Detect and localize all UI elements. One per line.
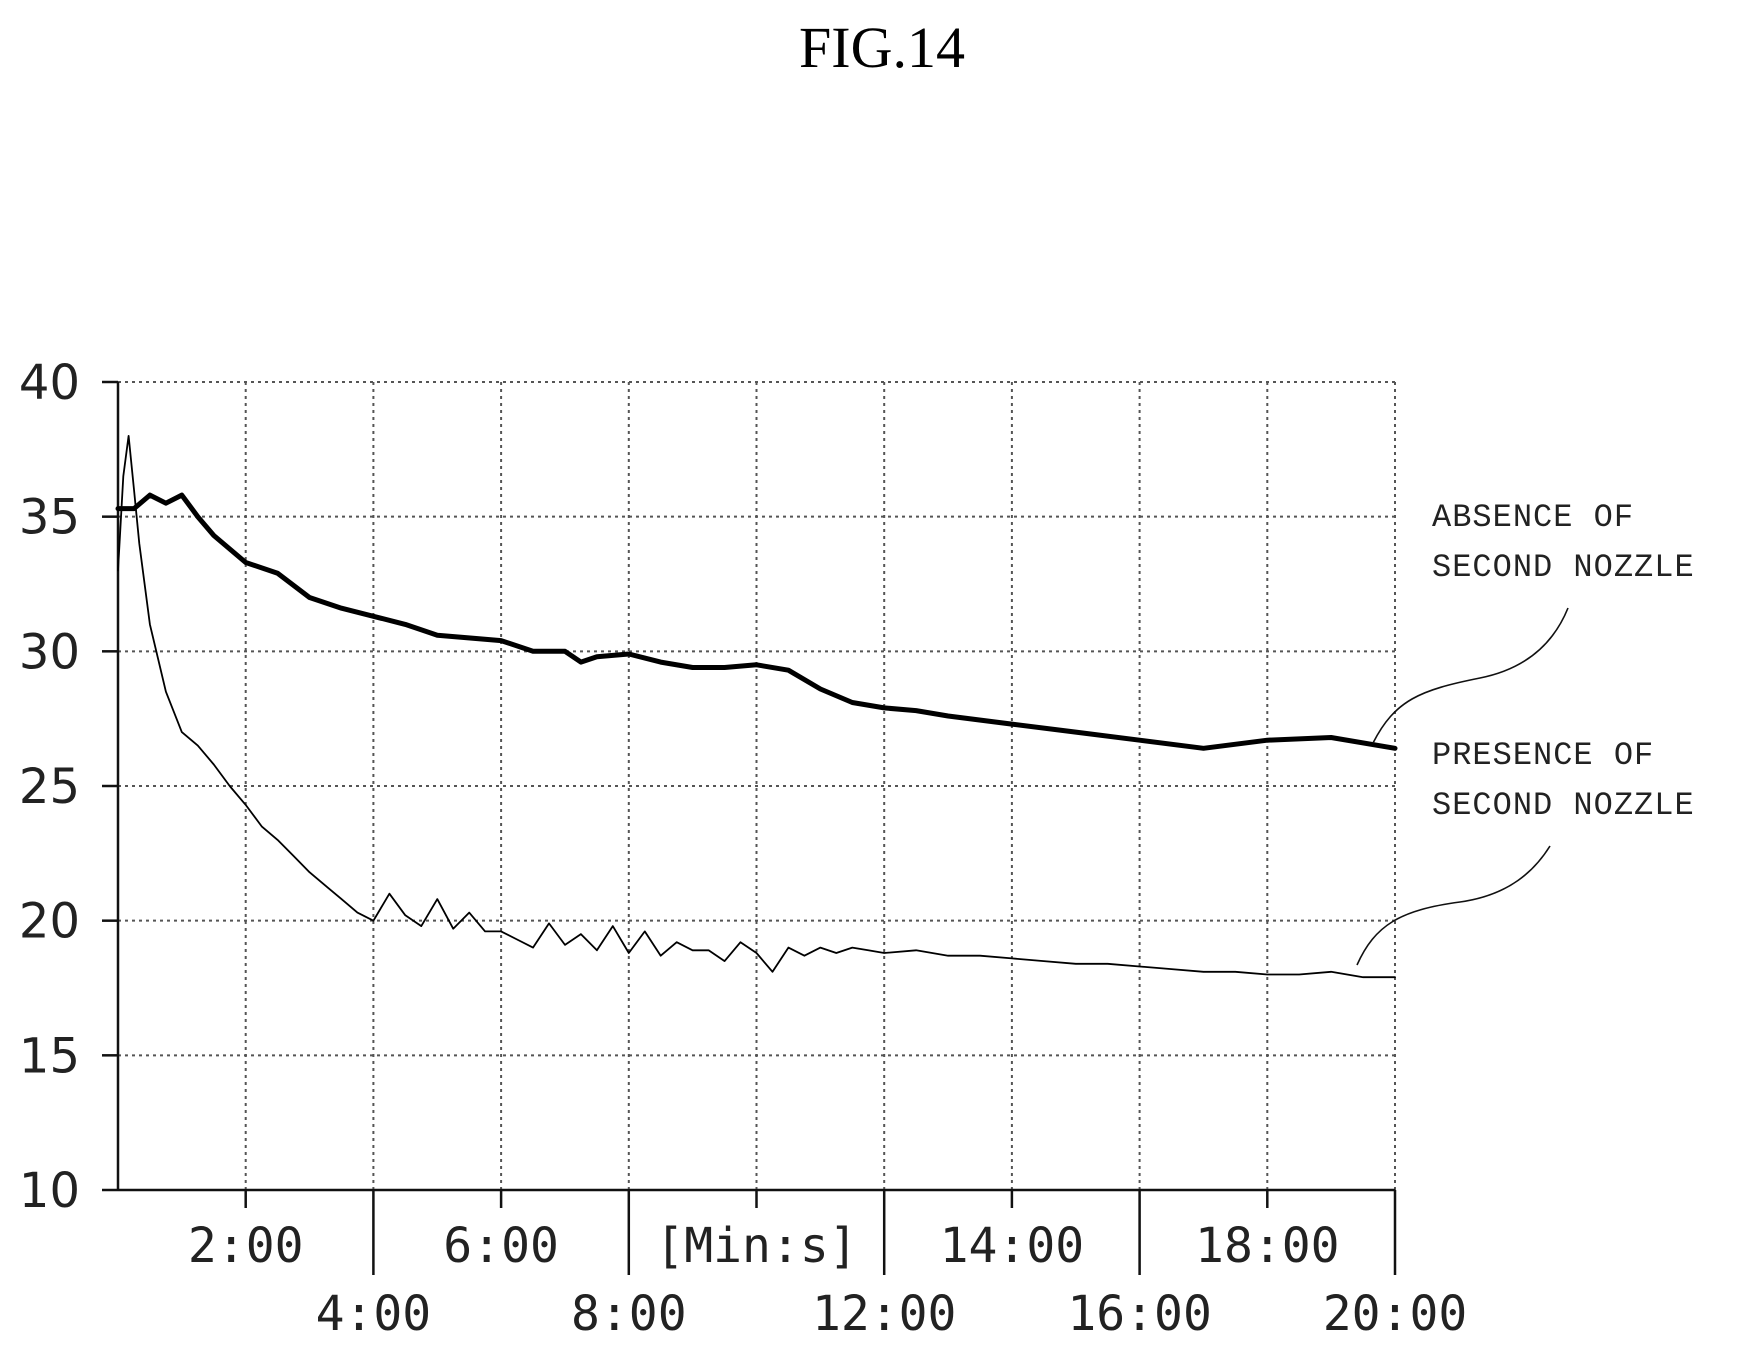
y-tick-label: 40 xyxy=(19,355,80,411)
chart-axes xyxy=(102,380,1397,1275)
chart-annotations: ABSENCE OF SECOND NOZZLE PRESENCE OF SECOND… xyxy=(1356,499,1695,966)
x-tick-label: 14:00 xyxy=(940,1218,1085,1274)
x-tick-label: 4:00 xyxy=(316,1286,432,1342)
x-tick-label: 12:00 xyxy=(812,1286,957,1342)
x-tick-label: 18:00 xyxy=(1195,1218,1340,1274)
y-tick-label: 10 xyxy=(19,1163,80,1219)
x-tick-label: 2:00 xyxy=(188,1218,304,1274)
grid-lines xyxy=(118,381,1396,1190)
figure-title: FIG.14 xyxy=(799,15,965,80)
x-tick-label: 20:00 xyxy=(1323,1286,1468,1342)
y-tick-label: 35 xyxy=(19,490,80,546)
chart-series xyxy=(115,434,1398,979)
annotation-leader-line xyxy=(1372,607,1569,744)
chart-tick-labels: 10 15 20 25 30 35 40 2:00 6:00 [Min:s] 14:00 18:00 4… xyxy=(19,355,1467,1342)
y-tick-label: 30 xyxy=(19,624,80,680)
annotation-line-2: SECOND NOZZLE xyxy=(1432,787,1695,824)
x-tick-label: 6:00 xyxy=(443,1218,559,1274)
series-line-absence xyxy=(115,492,1398,751)
annotation-line-1: ABSENCE OF xyxy=(1432,499,1634,536)
y-tick-label: 25 xyxy=(19,759,80,815)
x-axis-unit-label: [Min:s] xyxy=(655,1218,857,1274)
series-line-presence xyxy=(117,434,1396,979)
annotation-leader-line xyxy=(1356,845,1551,966)
y-tick-label: 15 xyxy=(19,1028,80,1084)
x-tick-label: 8:00 xyxy=(571,1286,687,1342)
annotation-line-1: PRESENCE OF xyxy=(1432,737,1654,774)
x-tick-label: 16:00 xyxy=(1067,1286,1212,1342)
y-tick-label: 20 xyxy=(19,894,80,950)
annotation-line-2: SECOND NOZZLE xyxy=(1432,549,1695,586)
